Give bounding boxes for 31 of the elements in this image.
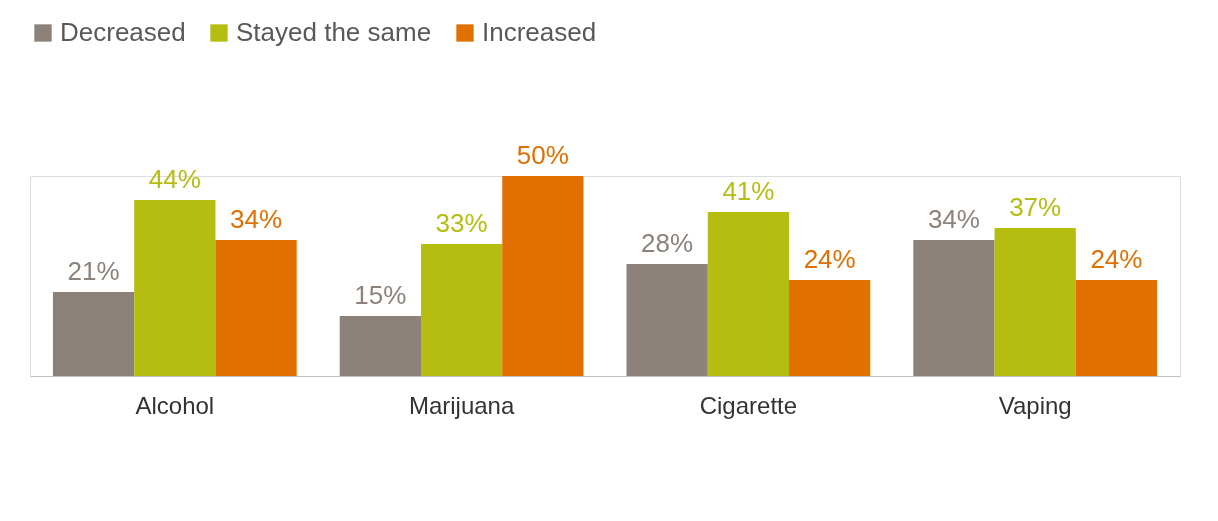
bar <box>339 316 421 376</box>
bar <box>789 280 871 376</box>
bar <box>134 200 216 376</box>
bar <box>626 264 708 376</box>
legend-label: Increased <box>482 17 597 47</box>
x-tick-label: Cigarette <box>699 391 798 419</box>
bar <box>420 244 503 376</box>
x-tick-label: Vaping <box>998 391 1072 419</box>
data-label: 28% <box>641 228 694 258</box>
x-tick-label: Alcohol <box>135 391 215 419</box>
data-label: 37% <box>1009 192 1062 222</box>
bar <box>1075 280 1158 376</box>
bar <box>52 292 135 376</box>
data-label: 15% <box>354 280 407 310</box>
bar <box>215 240 297 376</box>
data-label: 50% <box>516 140 569 170</box>
bar <box>707 212 790 376</box>
data-label: 24% <box>803 244 856 274</box>
data-label: 33% <box>435 208 488 238</box>
data-label: 41% <box>722 176 775 206</box>
data-label: 44% <box>148 164 201 194</box>
bar <box>994 228 1076 376</box>
legend-label: Decreased <box>60 17 186 47</box>
legend-label: Stayed the same <box>236 17 432 47</box>
x-tick-label: Marijuana <box>408 391 515 419</box>
data-label: 34% <box>230 204 283 234</box>
data-label: 34% <box>927 204 980 234</box>
data-label: 21% <box>67 256 120 286</box>
bar <box>502 176 584 376</box>
data-label: 24% <box>1090 244 1143 274</box>
bar <box>913 240 995 376</box>
